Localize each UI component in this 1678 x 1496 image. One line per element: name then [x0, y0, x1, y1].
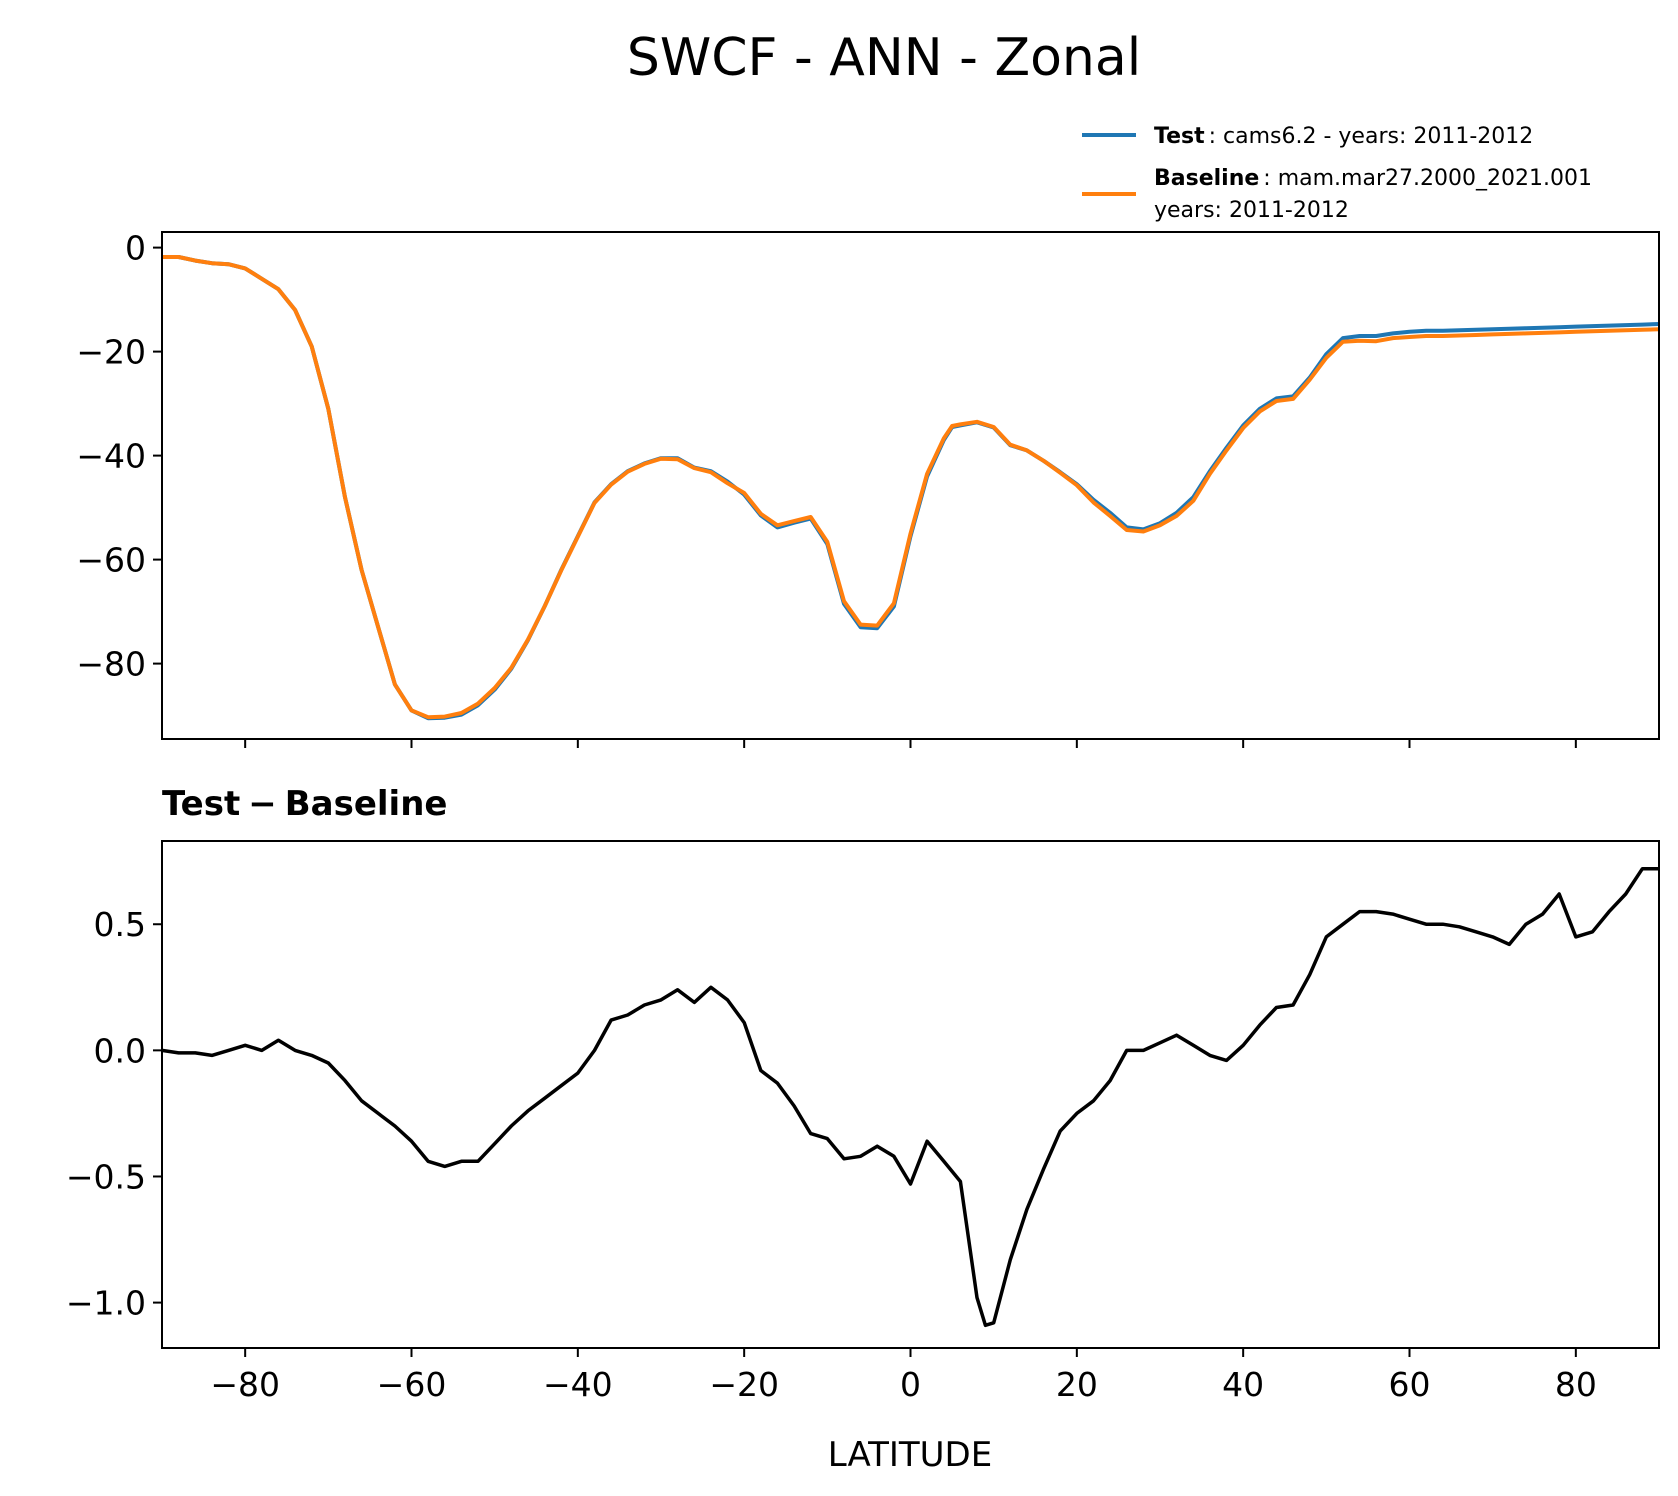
lower-x-tick-label: −20: [709, 1365, 779, 1404]
lower-title-sep: −: [248, 784, 277, 824]
lower-x-tick-label: −40: [543, 1365, 613, 1404]
lower-y-tick-label: −1.0: [66, 1284, 146, 1323]
lower-panel: −80 −60 −40 −20 0 20 40 60 80 0.5 0.0 −0.5 −1.0: [66, 840, 1660, 1404]
upper-y-tick-label: 0: [125, 229, 146, 268]
lower-y-tick-label: 0.5: [94, 905, 146, 944]
upper-y-tick-label: −80: [76, 645, 146, 684]
lower-title-left: Test: [162, 784, 240, 824]
legend-test-name: Test: [1154, 124, 1205, 149]
lower-x-tick-label: 20: [1056, 1365, 1098, 1404]
upper-y-tick-label: −60: [76, 541, 146, 580]
lower-x-tick-label: −60: [377, 1365, 447, 1404]
lower-x-tick-label: −80: [210, 1365, 280, 1404]
lower-series-test-baseline: [161, 866, 1659, 1328]
upper-axes-frame: [161, 231, 1660, 740]
lower-panel-title: Test − Baseline: [162, 784, 447, 824]
lower-x-tick-label: 80: [1555, 1365, 1597, 1404]
lower-y-tick-label: −0.5: [66, 1157, 146, 1196]
x-axis-label: LATITUDE: [828, 1435, 992, 1475]
lower-y-tick-label: 0.0: [94, 1031, 146, 1070]
legend-baseline-name: Baseline: [1154, 166, 1259, 191]
legend-baseline-desc: : mam.mar27.2000_2021.001: [1263, 166, 1592, 191]
legend-baseline-label: Baseline: mam.mar27.2000_2021.001: [1154, 166, 1592, 191]
legend: Test: cams6.2 - years: 2011-2012 Baselin…: [1082, 124, 1592, 223]
legend-test-label: Test: cams6.2 - years: 2011-2012: [1154, 124, 1533, 149]
lower-x-tick-label: 60: [1389, 1365, 1431, 1404]
legend-test-desc: : cams6.2 - years: 2011-2012: [1209, 124, 1534, 149]
lower-x-tick-label: 40: [1222, 1365, 1264, 1404]
lower-title-right: Baseline: [285, 784, 448, 824]
chart-title: SWCF - ANN - Zonal: [627, 28, 1141, 88]
upper-panel: 0 −20 −40 −60 −80: [76, 229, 1660, 748]
legend-baseline-years: years: 2011-2012: [1154, 198, 1349, 223]
upper-series-baseline: [162, 255, 1660, 720]
lower-axes-frame: [161, 840, 1660, 1349]
upper-y-tick-label: −40: [76, 437, 146, 476]
upper-y-tick-label: −20: [76, 333, 146, 372]
lower-x-tick-label: 0: [900, 1365, 921, 1404]
